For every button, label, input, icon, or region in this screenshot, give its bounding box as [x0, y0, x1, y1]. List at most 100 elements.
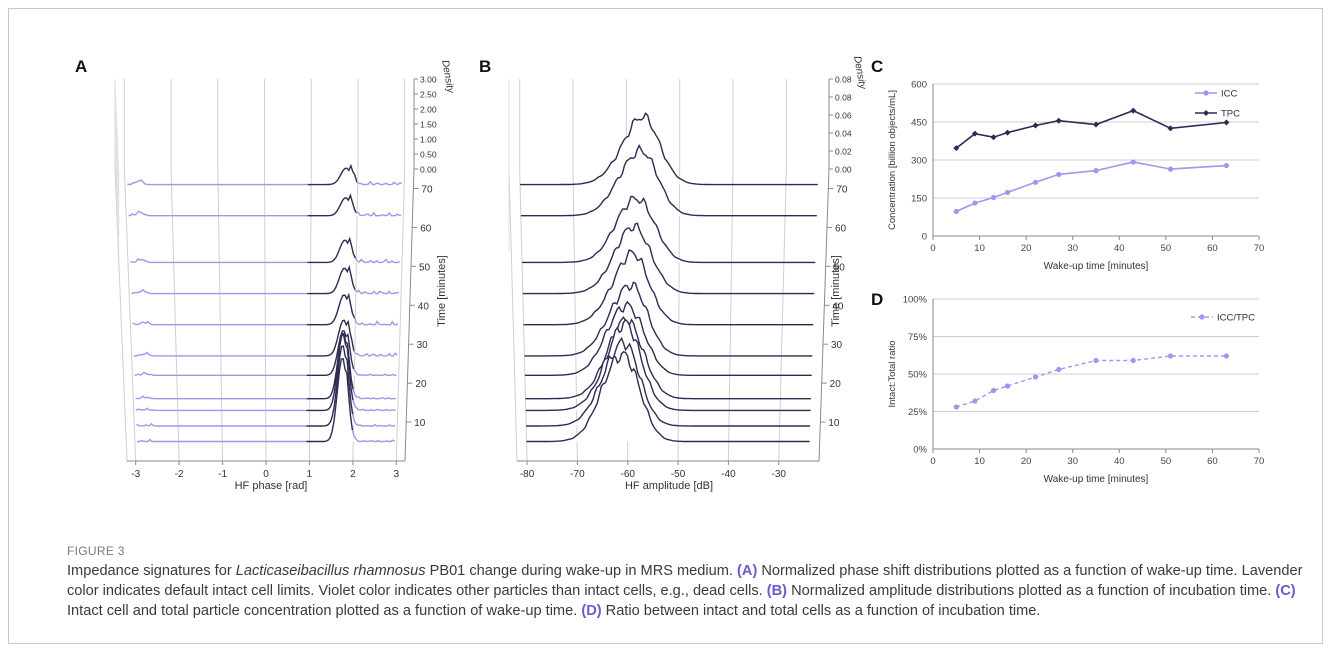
density-tick-label: 0.00	[420, 165, 437, 175]
curve-line	[307, 163, 358, 186]
panel-d-letter: D	[871, 290, 883, 309]
curve-line	[352, 399, 396, 412]
legend-label: TPC	[1221, 109, 1240, 120]
data-point	[1167, 125, 1174, 132]
caption-tag-c: (C)	[1275, 583, 1296, 599]
time-axis	[818, 168, 830, 462]
curve-line	[526, 336, 811, 427]
data-point	[990, 387, 997, 394]
legend-marker	[1203, 110, 1209, 116]
floor-grid-line	[519, 168, 528, 462]
time-tick-label: 20	[830, 379, 842, 390]
side-wall-line	[114, 106, 120, 210]
curve-line	[307, 193, 357, 217]
panel-c-plot: 0 150 300 450 600 0 10 20 30 40 50 60 70 Wake-up time…	[887, 80, 1264, 273]
data-point	[1056, 366, 1062, 373]
y-axis-label: Intact:Total ratio	[887, 340, 898, 407]
caption-tag-b: (B)	[766, 583, 788, 599]
caption-text-b: Normalized amplitude distributions plott…	[787, 583, 1276, 599]
legend-marker	[1199, 314, 1205, 320]
y-tick-label: 150	[911, 194, 927, 205]
x-tick-label: 2	[350, 469, 356, 480]
curve-line	[525, 318, 811, 412]
density-tick-label: 2.50	[420, 90, 437, 100]
y-tick-label: 0	[922, 232, 927, 243]
x-tick-label: 60	[1207, 456, 1218, 467]
curve-line	[307, 236, 357, 264]
curve-mask	[520, 113, 818, 185]
panel-a-density-label: Density	[439, 59, 456, 95]
panel-b-ticks: 10 20 30 40 50 60 70 0.00 0.02 0.04 0.06 0.08 0.08 -8…	[520, 75, 852, 481]
curve-line	[307, 264, 356, 295]
x-tick-label: 1	[307, 469, 313, 480]
panel-b-density-label: Density	[851, 55, 868, 91]
x-tick-label: 30	[1067, 243, 1078, 254]
data-point	[1093, 121, 1099, 128]
y-tick-label: 75%	[908, 332, 928, 343]
x-tick-label: 10	[974, 456, 985, 467]
series-line-ICC/TPC	[956, 355, 1227, 408]
panel-b: B 10 20 30 40 50 60 70 0.00 0.02 0.04 0.06 0.08 0.08…	[479, 55, 868, 492]
y-tick-label: 0%	[913, 445, 927, 456]
curve-line	[307, 292, 356, 326]
x-tick-label: 70	[1254, 456, 1265, 467]
panel-a-x-label: HF phase [rad]	[235, 480, 308, 492]
data-point	[1167, 166, 1174, 172]
side-wall-line	[114, 120, 120, 224]
panel-c: C 0 150 300 450 600 0 10 20 30 40 50 60 70 Wake-up ti…	[871, 57, 1264, 272]
side-wall-line	[114, 78, 120, 182]
density-tick-label: 0.08	[835, 75, 852, 85]
floor-left-edge	[508, 168, 518, 462]
curve-line	[135, 407, 307, 412]
curve-line	[306, 330, 355, 376]
time-tick-label: 30	[417, 340, 429, 351]
x-tick-label: -3	[131, 469, 140, 480]
panel-b-time-label: Time [minutes]	[830, 255, 842, 327]
floor-grid-line	[123, 168, 137, 462]
data-point	[1130, 107, 1137, 114]
curve-mask	[131, 267, 399, 294]
time-tick-label: 50	[834, 262, 846, 273]
time-tick-label: 70	[836, 184, 848, 195]
x-tick-label: 40	[1114, 243, 1125, 254]
data-point	[1093, 168, 1099, 174]
x-tick-label: 20	[1021, 456, 1032, 467]
legend-label: ICC	[1221, 89, 1238, 100]
curve-line	[306, 319, 355, 357]
time-tick-label: 10	[414, 418, 426, 429]
floor-grid-line	[264, 168, 267, 462]
curve-line	[354, 257, 400, 264]
curve-line	[524, 300, 812, 376]
panel-b-letter: B	[479, 57, 491, 76]
data-point	[1056, 171, 1062, 178]
curve-line	[128, 210, 308, 217]
x-tick-label: -50	[671, 469, 686, 480]
time-tick-label: 60	[420, 223, 432, 234]
curve-line	[130, 257, 308, 264]
x-tick-label: 3	[394, 469, 400, 480]
x-axis-label: Wake-up time [minutes]	[1044, 261, 1149, 272]
data-point	[972, 398, 978, 404]
panel-a-frame	[114, 78, 415, 462]
panel-a-curves	[127, 163, 403, 443]
data-point	[1004, 189, 1011, 196]
density-tick-label: 0.50	[420, 150, 437, 160]
x-tick-label: 0	[930, 456, 935, 467]
series-line-ICC	[955, 161, 1227, 213]
time-tick-label: 50	[419, 262, 431, 273]
data-point	[1004, 129, 1011, 136]
data-point	[990, 194, 997, 201]
panel-a: A 102030405060700.000.501.001.502.002.50…	[75, 57, 456, 492]
time-tick-label: 10	[828, 418, 840, 429]
floor-grid-line	[395, 168, 406, 462]
floor-left-edge	[114, 168, 128, 462]
density-tick-label: 0.04	[835, 129, 852, 139]
curve-line	[523, 249, 814, 326]
data-point	[1032, 122, 1039, 129]
x-tick-label: -70	[570, 469, 585, 480]
curve-line	[136, 422, 307, 427]
x-tick-label: 0	[930, 243, 935, 254]
curve-mask	[127, 165, 402, 185]
density-tick-label: 0.02	[835, 147, 852, 157]
x-tick-label: 0	[263, 469, 269, 480]
